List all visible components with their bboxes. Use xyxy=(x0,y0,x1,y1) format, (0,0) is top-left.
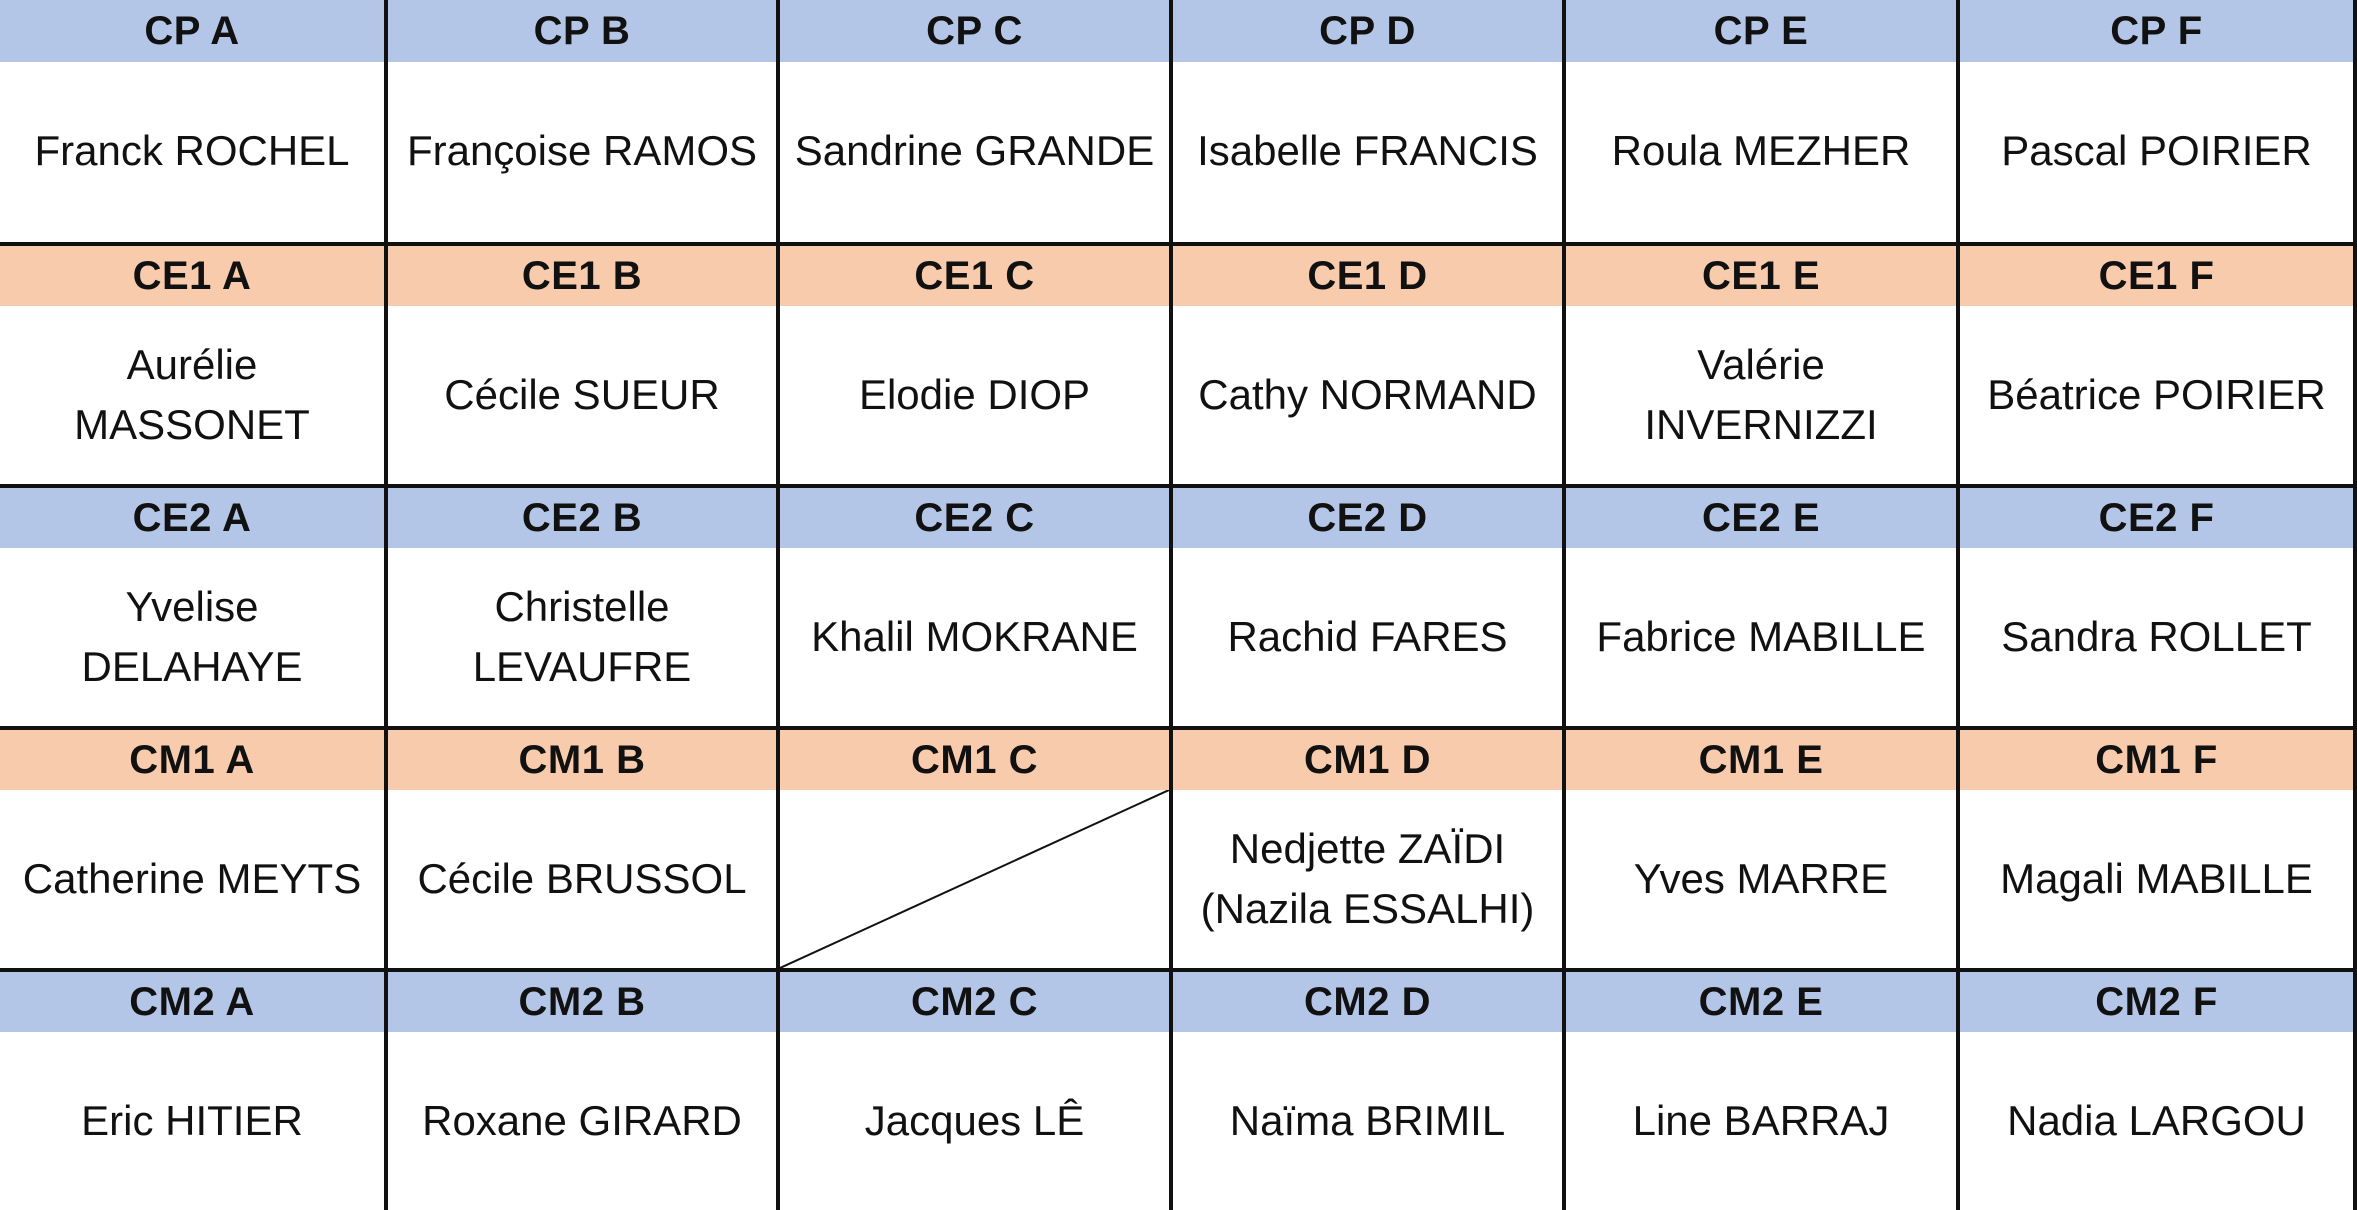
column-divider xyxy=(776,0,780,1210)
diagonal-strike xyxy=(780,790,1169,968)
diagonal-line xyxy=(780,790,1169,968)
teacher-name: Valérie INVERNIZZI xyxy=(1644,341,1878,448)
class-header: CM2 C xyxy=(780,972,1169,1032)
class-header: CE1 E xyxy=(1566,246,1956,306)
teacher-name: Nedjette ZAÏDI (Nazila ESSALHI) xyxy=(1200,825,1535,932)
teacher-name: Fabrice MABILLE xyxy=(1596,613,1926,660)
teacher-name: Cécile BRUSSOL xyxy=(417,855,747,902)
class-header: CM1 E xyxy=(1566,730,1956,790)
class-header: CM2 D xyxy=(1173,972,1562,1032)
class-header: CE2 B xyxy=(388,488,776,548)
class-header: CE1 B xyxy=(388,246,776,306)
class-header: CP C xyxy=(780,0,1169,62)
teacher-name: Christelle LEVAUFRE xyxy=(472,583,692,690)
column-divider xyxy=(1956,0,1960,1210)
class-header: CM1 D xyxy=(1173,730,1562,790)
class-header: CM1 F xyxy=(1960,730,2353,790)
teacher-name: Yves MARRE xyxy=(1633,855,1889,902)
grade-block: CM2 A CM2 B CM2 C CM2 D CM2 E CM2 F Eric HITIE… xyxy=(0,968,2353,1210)
teacher-name: Roula MEZHER xyxy=(1611,127,1911,174)
class-header: CM2 A xyxy=(0,972,384,1032)
grade-block: CE2 A CE2 B CE2 C CE2 D CE2 E CE2 F Yvelise DE… xyxy=(0,484,2353,726)
teacher-name: Roxane GIRARD xyxy=(422,1097,742,1144)
teacher-name: Sandra ROLLET xyxy=(2001,613,2312,660)
teacher-name-row: Franck ROCHEL Françoise RAMOS Sandrine GRA… xyxy=(0,62,2353,240)
teacher-name: Jacques LÊ xyxy=(864,1097,1085,1144)
teacher-name: Françoise RAMOS xyxy=(406,127,758,174)
teacher-name: Franck ROCHEL xyxy=(34,127,350,174)
class-header-row: CE2 A CE2 B CE2 C CE2 D CE2 E CE2 F xyxy=(0,488,2353,548)
class-header: CP B xyxy=(388,0,776,62)
grade-block: CM1 A CM1 B CM1 C CM1 D CM1 E CM1 F Catherine … xyxy=(0,726,2353,968)
class-header: CM2 E xyxy=(1566,972,1956,1032)
teacher-name: Rachid FARES xyxy=(1227,613,1508,660)
teacher-name: Nadia LARGOU xyxy=(2007,1097,2306,1144)
teacher-name: Isabelle FRANCIS xyxy=(1197,127,1538,174)
column-divider xyxy=(1169,0,1173,1210)
class-header: CE2 D xyxy=(1173,488,1562,548)
class-header: CE1 A xyxy=(0,246,384,306)
teacher-name: Pascal POIRIER xyxy=(2001,127,2312,174)
teacher-name-row: Eric HITIER Roxane GIRARD Jacques LÊ Naïma … xyxy=(0,1032,2353,1210)
class-header: CE1 F xyxy=(1960,246,2353,306)
teacher-name-row: Catherine MEYTS Cécile BRUSSOL Nedjette ZA… xyxy=(0,790,2353,968)
teacher-name: Khalil MOKRANE xyxy=(811,613,1138,660)
teacher-name: Naïma BRIMIL xyxy=(1229,1097,1506,1144)
class-header: CM2 B xyxy=(388,972,776,1032)
grade-block: CP A CP B CP C CP D CP E CP F Franck ROCHEL Fra… xyxy=(0,0,2353,242)
class-header-row: CM1 A CM1 B CM1 C CM1 D CM1 E CM1 F xyxy=(0,730,2353,790)
class-header: CP F xyxy=(1960,0,2353,62)
teacher-name-row: Yvelise DELAHAYE Christelle LEVAUFRE Khali… xyxy=(0,548,2353,726)
teacher-name-row: Aurélie MASSONET Cécile SUEUR Elodie DIOP C… xyxy=(0,306,2353,484)
class-header: CE1 C xyxy=(780,246,1169,306)
class-header: CE2 F xyxy=(1960,488,2353,548)
class-header: CP E xyxy=(1566,0,1956,62)
class-header-row: CM2 A CM2 B CM2 C CM2 D CM2 E CM2 F xyxy=(0,972,2353,1032)
column-divider xyxy=(1562,0,1566,1210)
class-header: CE2 A xyxy=(0,488,384,548)
teacher-name: Cécile SUEUR xyxy=(444,371,720,418)
class-header: CE2 E xyxy=(1566,488,1956,548)
teacher-name: Sandrine GRANDE xyxy=(794,127,1155,174)
class-header: CE1 D xyxy=(1173,246,1562,306)
teacher-name: Magali MABILLE xyxy=(2000,855,2313,902)
teacher-name: Béatrice POIRIER xyxy=(1987,371,2326,418)
class-header: CM1 C xyxy=(780,730,1169,790)
grade-block: CE1 A CE1 B CE1 C CE1 D CE1 E CE1 F Aurélie MA… xyxy=(0,242,2353,484)
teacher-name: Catherine MEYTS xyxy=(22,855,362,902)
class-header: CP D xyxy=(1173,0,1562,62)
class-header: CM1 B xyxy=(388,730,776,790)
teacher-name: Eric HITIER xyxy=(81,1097,303,1144)
class-header-row: CP A CP B CP C CP D CP E CP F xyxy=(0,0,2353,62)
teacher-name: Cathy NORMAND xyxy=(1198,371,1537,418)
teacher-name: Line BARRAJ xyxy=(1632,1097,1890,1144)
class-header: CP A xyxy=(0,0,384,62)
teacher-name: Elodie DIOP xyxy=(858,371,1091,418)
teacher-name: Aurélie MASSONET xyxy=(74,341,310,448)
class-header: CE2 C xyxy=(780,488,1169,548)
class-header: CM1 A xyxy=(0,730,384,790)
column-divider xyxy=(384,0,388,1210)
class-header: CM2 F xyxy=(1960,972,2353,1032)
empty-cell xyxy=(780,790,1169,968)
class-header-row: CE1 A CE1 B CE1 C CE1 D CE1 E CE1 F xyxy=(0,246,2353,306)
teacher-name: Yvelise DELAHAYE xyxy=(81,583,303,690)
